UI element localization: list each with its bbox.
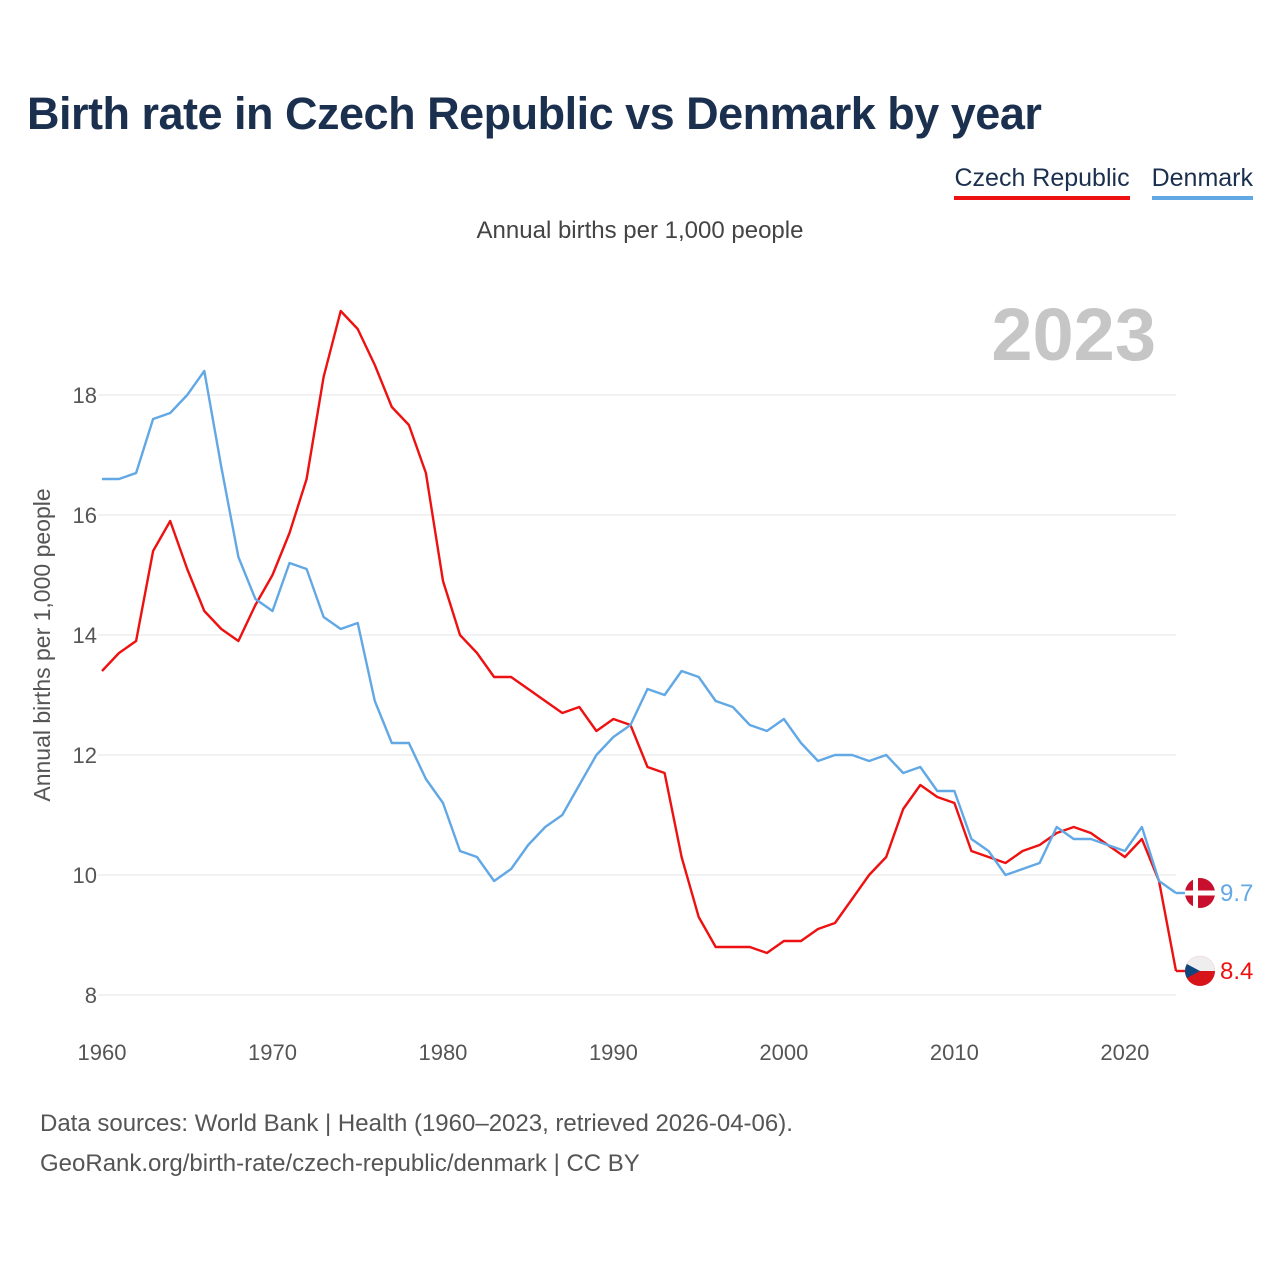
legend: Czech Republic Denmark — [954, 164, 1253, 200]
y-axis-ticks: 8 10 12 14 16 18 — [73, 383, 97, 1008]
x-tick-label: 1970 — [248, 1040, 297, 1065]
x-tick-label: 1990 — [589, 1040, 638, 1065]
x-axis-ticks: 1960 1970 1980 1990 2000 2010 2020 — [78, 1040, 1150, 1065]
czech-flag-icon — [1185, 956, 1215, 986]
y-tick-label: 18 — [73, 383, 97, 408]
x-tick-label: 1960 — [78, 1040, 127, 1065]
footer: Data sources: World Bank | Health (1960–… — [40, 1104, 793, 1184]
legend-item-czech-republic[interactable]: Czech Republic — [954, 164, 1130, 200]
x-tick-label: 1980 — [418, 1040, 467, 1065]
x-tick-label: 2020 — [1100, 1040, 1149, 1065]
chart-subtitle: Annual births per 1,000 people — [476, 217, 804, 244]
end-markers: 8.4 9.7 — [1176, 878, 1253, 986]
y-tick-label: 12 — [73, 743, 97, 768]
end-value-label-czech: 8.4 — [1220, 958, 1253, 985]
y-tick-label: 14 — [73, 623, 97, 648]
y-tick-label: 10 — [73, 863, 97, 888]
series-lines — [101, 309, 1178, 972]
series-line-denmark[interactable] — [102, 369, 1177, 894]
denmark-flag-icon — [1185, 878, 1215, 908]
x-tick-label: 2010 — [930, 1040, 979, 1065]
y-axis-title: Annual births per 1,000 people — [29, 488, 55, 801]
data-source-text: Data sources: World Bank | Health (1960–… — [40, 1110, 793, 1137]
chart-title: Birth rate in Czech Republic vs Denmark … — [27, 88, 1042, 139]
end-value-label-denmark: 9.7 — [1220, 880, 1253, 907]
series-line-czech[interactable] — [101, 309, 1178, 972]
y-tick-label: 8 — [85, 983, 97, 1008]
y-tick-label: 16 — [73, 503, 97, 528]
source-url-text[interactable]: GeoRank.org/birth-rate/czech-republic/de… — [40, 1150, 640, 1177]
x-tick-label: 2000 — [759, 1040, 808, 1065]
gridlines — [98, 394, 1176, 996]
legend-item-denmark[interactable]: Denmark — [1151, 164, 1253, 200]
year-watermark: 2023 — [991, 293, 1156, 376]
